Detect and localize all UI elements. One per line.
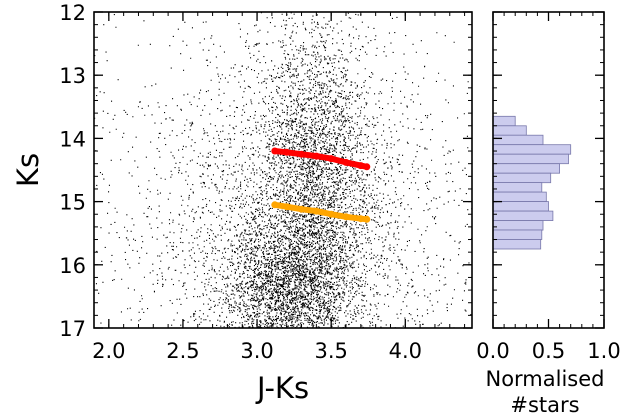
sequence-point-0-5 (342, 158, 350, 166)
sequence-point-1-4 (327, 210, 335, 218)
cmd-x-axis-label: J-Ks (255, 371, 309, 405)
sequence-point-1-0 (271, 201, 279, 209)
sequence-point-1-3 (312, 207, 320, 215)
histogram-bar-0 (492, 115, 516, 127)
histogram-bar-4 (492, 153, 569, 165)
x-tick-label-0: 2.0 (92, 339, 125, 363)
sequence-point-1-2 (298, 205, 305, 213)
histogram-x-label-line2: #stars (510, 393, 579, 417)
histogram-bar-8 (492, 191, 547, 203)
y-tick-label-4: 16 (59, 254, 86, 278)
hist-x-tick-label-1: 0.5 (532, 339, 565, 363)
x-tick-label-4: 4.0 (389, 339, 422, 363)
series-lines (271, 147, 371, 223)
star-points (94, 12, 472, 328)
histogram-panel: 0.0 0.5 1.0 Normalised #stars (476, 11, 621, 417)
x-tick-label-3: 3.5 (314, 339, 347, 363)
sequence-point-1-1 (283, 203, 291, 211)
histogram-bar-13 (492, 239, 542, 250)
sequence-point-0-1 (283, 148, 291, 156)
cmd-y-axis-label: Ks (11, 153, 45, 187)
histogram-bar-3 (492, 144, 572, 155)
histogram-bars (492, 115, 572, 250)
cmd-panel: 2.0 2.5 3.0 3.5 4.0 12 13 14 15 16 17 J-Ks Ks (11, 1, 473, 405)
sequence-point-0-4 (327, 155, 335, 163)
y-tick-label-5: 17 (59, 317, 86, 341)
sequence-point-0-6 (357, 162, 365, 170)
hist-x-tick-label-0: 0.0 (476, 339, 509, 363)
y-tick-label-3: 15 (59, 191, 86, 215)
histogram-x-label-line1: Normalised (485, 367, 604, 391)
histogram-bar-6 (492, 172, 552, 184)
y-tick-label-2: 14 (59, 127, 86, 151)
sequence-point-1-6 (357, 215, 365, 223)
histogram-bar-7 (492, 182, 543, 193)
sequence-point-0-3 (312, 152, 320, 160)
sequence-point-1-7 (363, 215, 371, 223)
histogram-bar-9 (492, 201, 549, 212)
y-tick-label-0: 12 (59, 1, 86, 25)
histogram-bar-2 (492, 134, 544, 146)
x-tick-label-2: 3.0 (240, 339, 273, 363)
histogram-bar-1 (492, 125, 527, 136)
histogram-bar-11 (492, 220, 544, 231)
scatter-points (94, 12, 472, 328)
sequence-point-0-0 (271, 147, 279, 155)
hist-x-tick-label-2: 1.0 (587, 339, 620, 363)
y-tick-label-1: 13 (59, 64, 86, 88)
histogram-bar-12 (492, 229, 543, 240)
x-tick-label-1: 2.5 (166, 339, 199, 363)
histogram-bar-10 (492, 210, 554, 222)
sequence-point-1-5 (342, 213, 350, 221)
cmd-ticks: 2.0 2.5 3.0 3.5 4.0 12 13 14 15 16 17 (59, 1, 472, 363)
histogram-bar-5 (492, 163, 560, 174)
sequence-point-0-7 (363, 163, 371, 171)
cmd-plot-frame (93, 11, 473, 329)
sequence-point-0-2 (298, 150, 305, 158)
histogram-ticks: 0.0 0.5 1.0 (476, 11, 621, 363)
